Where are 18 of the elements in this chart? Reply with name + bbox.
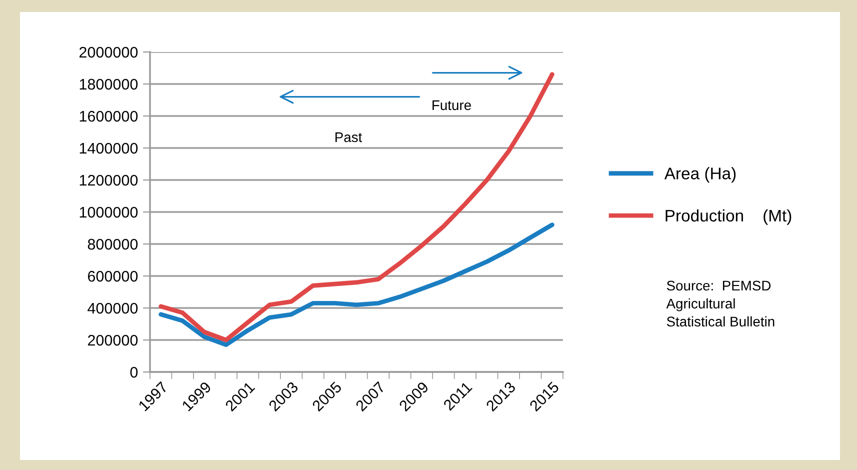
legend-label: Area (Ha)	[664, 167, 736, 183]
y-tick-label: 600000	[88, 270, 138, 282]
y-tick-label: 2000000	[79, 46, 138, 58]
y-tick-label: 200000	[88, 334, 138, 346]
y-tick-label: 1200000	[80, 174, 138, 186]
y-tick-label: 1000000	[80, 206, 138, 218]
y-tick-label: 0	[130, 366, 138, 378]
y-tick-label: 1400000	[80, 142, 138, 154]
y-tick-label: 1600000	[80, 110, 138, 122]
source-note: Source: PEMSD Agricultural Statistical Bulletin	[666, 280, 774, 327]
y-tick-label: 400000	[88, 302, 138, 314]
legend-label: Production (Mt)	[666, 209, 792, 225]
y-tick-label: 1800000	[80, 78, 138, 90]
y-tick-label: 800000	[88, 238, 138, 250]
line-series	[158, 72, 554, 342]
line-series	[158, 222, 554, 348]
annotation: Past	[335, 132, 362, 142]
annotation: Future	[432, 100, 471, 110]
